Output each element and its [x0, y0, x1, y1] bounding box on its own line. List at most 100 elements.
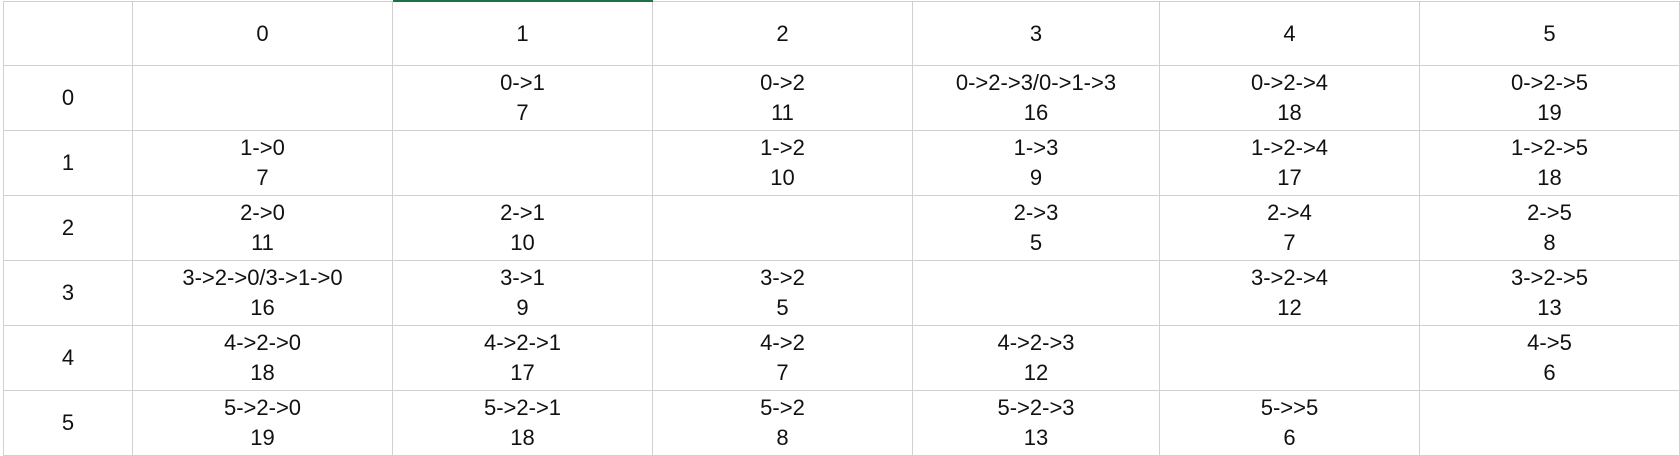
table-cell[interactable]: 1->2 10 — [652, 130, 913, 196]
path-text: 0->2->5 — [1510, 70, 1589, 95]
distance-text: 19 — [250, 425, 275, 450]
distance-text: 6 — [1543, 360, 1556, 385]
path-text: 0->2->4 — [1250, 70, 1329, 95]
header-row: 0 1 2 3 4 5 — [3, 1, 1680, 66]
table-cell[interactable]: 4->2->1 17 — [392, 325, 653, 391]
path-text: 3->2->0/3->1->0 — [182, 265, 343, 290]
distance-text: 12 — [1023, 360, 1049, 385]
distance-text: 7 — [256, 165, 269, 190]
distance-text — [1421, 423, 1679, 455]
path-text: 1->3 — [1013, 135, 1059, 160]
table-cell[interactable]: 2->3 5 — [912, 195, 1160, 261]
distance-text: 5 — [776, 295, 789, 320]
table-cell[interactable]: 3->2->5 13 — [1419, 260, 1680, 326]
path-text — [1421, 392, 1679, 424]
table-cell[interactable]: 5->2->3 13 — [912, 390, 1160, 456]
distance-text: 8 — [776, 425, 789, 450]
path-text: 5->>5 — [1260, 395, 1319, 420]
row-header-cell[interactable]: 4 — [3, 325, 133, 391]
path-text: 0->1 — [500, 70, 545, 95]
table-cell[interactable] — [392, 130, 653, 196]
distance-text: 13 — [1023, 425, 1049, 450]
path-text — [134, 67, 392, 99]
table-cell[interactable]: 5->2 8 — [652, 390, 913, 456]
table-cell[interactable] — [1419, 390, 1680, 456]
distance-text: 17 — [1277, 165, 1302, 190]
table-row: 0 0->1 7 0->2 11 0->2->3/0->1->3 16 0->2->4… — [3, 65, 1680, 131]
path-text: 2->0 — [240, 200, 285, 225]
path-text — [394, 132, 652, 164]
path-text: 4->5 — [1527, 330, 1572, 355]
distance-text — [654, 228, 912, 260]
distance-text — [134, 98, 392, 130]
table-cell[interactable]: 4->2 7 — [652, 325, 913, 391]
table-cell[interactable]: 4->5 6 — [1419, 325, 1680, 391]
table-cell[interactable] — [652, 195, 913, 261]
path-text: 3->2->5 — [1510, 265, 1589, 290]
column-header-cell[interactable]: 1 — [392, 1, 653, 66]
table-cell[interactable] — [912, 260, 1160, 326]
table-cell[interactable]: 5->2->0 19 — [132, 390, 393, 456]
table-cell[interactable] — [132, 65, 393, 131]
path-text: 5->2->0 — [223, 395, 302, 420]
table-cell[interactable]: 2->4 7 — [1159, 195, 1420, 261]
distance-text: 11 — [251, 230, 274, 255]
table-cell[interactable]: 5->>5 6 — [1159, 390, 1420, 456]
distance-text: 10 — [510, 230, 535, 255]
table-cell[interactable]: 0->2->3/0->1->3 16 — [912, 65, 1160, 131]
table-cell[interactable]: 3->2 5 — [652, 260, 913, 326]
path-text: 0->2->3/0->1->3 — [955, 70, 1117, 95]
table-cell[interactable]: 0->1 7 — [392, 65, 653, 131]
path-text: 4->2->1 — [483, 330, 562, 355]
row-header-cell[interactable]: 1 — [3, 130, 133, 196]
path-text — [914, 262, 1159, 294]
column-header-cell[interactable]: 0 — [132, 1, 393, 66]
distance-text: 16 — [1023, 100, 1049, 125]
table-cell[interactable]: 5->2->1 18 — [392, 390, 653, 456]
distance-text: 7 — [776, 360, 789, 385]
column-header-cell[interactable]: 3 — [912, 1, 1160, 66]
distance-text: 8 — [1543, 230, 1556, 255]
distance-text — [1161, 358, 1419, 390]
path-text: 2->3 — [1013, 200, 1059, 225]
table-cell[interactable]: 0->2 11 — [652, 65, 913, 131]
table-cell[interactable]: 3->2->0/3->1->0 16 — [132, 260, 393, 326]
table-cell[interactable]: 4->2->0 18 — [132, 325, 393, 391]
path-text: 4->2 — [760, 330, 805, 355]
table-cell[interactable]: 0->2->4 18 — [1159, 65, 1420, 131]
distance-text: 9 — [516, 295, 529, 320]
table-cell[interactable]: 4->2->3 12 — [912, 325, 1160, 391]
path-text: 1->2->5 — [1510, 135, 1589, 160]
table-cell[interactable]: 3->1 9 — [392, 260, 653, 326]
table-cell[interactable]: 1->0 7 — [132, 130, 393, 196]
distance-text: 18 — [250, 360, 275, 385]
table-cell[interactable]: 2->0 11 — [132, 195, 393, 261]
path-text — [654, 197, 912, 229]
spreadsheet-grid: 0 1 2 3 4 5 0 0->1 7 0->2 11 0->2->3/0->1-… — [3, 1, 1680, 456]
table-cell[interactable]: 2->5 8 — [1419, 195, 1680, 261]
table-cell[interactable]: 1->2->4 17 — [1159, 130, 1420, 196]
path-text: 5->2 — [760, 395, 805, 420]
distance-text — [394, 163, 652, 195]
distance-text: 10 — [770, 165, 795, 190]
row-header-cell[interactable]: 5 — [3, 390, 133, 456]
table-cell[interactable]: 1->3 9 — [912, 130, 1160, 196]
path-text: 3->1 — [500, 265, 545, 290]
corner-cell[interactable] — [3, 1, 133, 66]
table-cell[interactable]: 1->2->5 18 — [1419, 130, 1680, 196]
row-header-cell[interactable]: 0 — [3, 65, 133, 131]
table-cell[interactable]: 3->2->4 12 — [1159, 260, 1420, 326]
distance-text: 13 — [1537, 295, 1562, 320]
row-header-cell[interactable]: 3 — [3, 260, 133, 326]
distance-text: 18 — [1277, 100, 1302, 125]
column-header-cell[interactable]: 2 — [652, 1, 913, 66]
row-header-cell[interactable]: 2 — [3, 195, 133, 261]
column-header-cell[interactable]: 5 — [1419, 1, 1680, 66]
table-cell[interactable] — [1159, 325, 1420, 391]
path-text — [1161, 327, 1419, 359]
distance-text — [914, 293, 1159, 325]
path-text: 5->2->1 — [483, 395, 562, 420]
column-header-cell[interactable]: 4 — [1159, 1, 1420, 66]
table-cell[interactable]: 0->2->5 19 — [1419, 65, 1680, 131]
table-cell[interactable]: 2->1 10 — [392, 195, 653, 261]
